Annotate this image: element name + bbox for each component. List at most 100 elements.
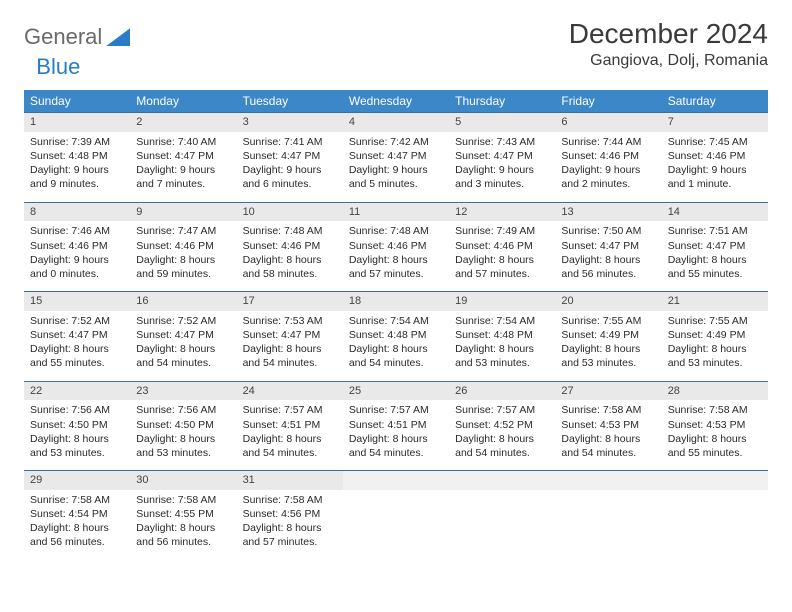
- calendar-day-cell: 9Sunrise: 7:47 AMSunset: 4:46 PMDaylight…: [130, 202, 236, 292]
- day-number: 21: [662, 291, 768, 311]
- calendar-day-cell: 10Sunrise: 7:48 AMSunset: 4:46 PMDayligh…: [237, 202, 343, 292]
- calendar-day-cell: 15Sunrise: 7:52 AMSunset: 4:47 PMDayligh…: [24, 291, 130, 381]
- day-number: 28: [662, 381, 768, 401]
- calendar-day-cell: 19Sunrise: 7:54 AMSunset: 4:48 PMDayligh…: [449, 291, 555, 381]
- sunrise-text: Sunrise: 7:41 AM: [243, 135, 337, 149]
- daylight-text2: and 57 minutes.: [455, 267, 549, 281]
- sunset-text: Sunset: 4:51 PM: [243, 418, 337, 432]
- daylight-text1: Daylight: 8 hours: [455, 342, 549, 356]
- sunrise-text: Sunrise: 7:56 AM: [30, 403, 124, 417]
- day-number: 20: [555, 291, 661, 311]
- day-number: 4: [343, 112, 449, 132]
- sunset-text: Sunset: 4:47 PM: [561, 239, 655, 253]
- day-number: 15: [24, 291, 130, 311]
- daylight-text1: Daylight: 8 hours: [136, 521, 230, 535]
- daylight-text2: and 9 minutes.: [30, 177, 124, 191]
- calendar-day-cell: [449, 470, 555, 560]
- daylight-text2: and 56 minutes.: [30, 535, 124, 549]
- calendar-day-cell: 29Sunrise: 7:58 AMSunset: 4:54 PMDayligh…: [24, 470, 130, 560]
- daylight-text2: and 54 minutes.: [349, 446, 443, 460]
- calendar-day-cell: 4Sunrise: 7:42 AMSunset: 4:47 PMDaylight…: [343, 112, 449, 202]
- sunrise-text: Sunrise: 7:44 AM: [561, 135, 655, 149]
- day-body: Sunrise: 7:56 AMSunset: 4:50 PMDaylight:…: [130, 400, 236, 470]
- calendar-day-cell: 26Sunrise: 7:57 AMSunset: 4:52 PMDayligh…: [449, 381, 555, 471]
- day-number: 7: [662, 112, 768, 132]
- day-number: 22: [24, 381, 130, 401]
- weekday-header: Monday: [130, 90, 236, 112]
- daylight-text2: and 56 minutes.: [561, 267, 655, 281]
- sunrise-text: Sunrise: 7:42 AM: [349, 135, 443, 149]
- sunset-text: Sunset: 4:53 PM: [668, 418, 762, 432]
- daylight-text1: Daylight: 8 hours: [243, 253, 337, 267]
- sunrise-text: Sunrise: 7:49 AM: [455, 224, 549, 238]
- daylight-text1: Daylight: 8 hours: [243, 342, 337, 356]
- sunrise-text: Sunrise: 7:53 AM: [243, 314, 337, 328]
- sunset-text: Sunset: 4:50 PM: [136, 418, 230, 432]
- day-number: 11: [343, 202, 449, 222]
- sunrise-text: Sunrise: 7:56 AM: [136, 403, 230, 417]
- daylight-text1: Daylight: 9 hours: [136, 163, 230, 177]
- calendar-day-cell: 5Sunrise: 7:43 AMSunset: 4:47 PMDaylight…: [449, 112, 555, 202]
- day-body: Sunrise: 7:49 AMSunset: 4:46 PMDaylight:…: [449, 221, 555, 291]
- daylight-text2: and 6 minutes.: [243, 177, 337, 191]
- calendar-day-cell: 7Sunrise: 7:45 AMSunset: 4:46 PMDaylight…: [662, 112, 768, 202]
- day-body: Sunrise: 7:39 AMSunset: 4:48 PMDaylight:…: [24, 132, 130, 202]
- calendar-day-cell: 22Sunrise: 7:56 AMSunset: 4:50 PMDayligh…: [24, 381, 130, 471]
- day-body: Sunrise: 7:55 AMSunset: 4:49 PMDaylight:…: [555, 311, 661, 381]
- sunset-text: Sunset: 4:48 PM: [30, 149, 124, 163]
- day-body: Sunrise: 7:54 AMSunset: 4:48 PMDaylight:…: [449, 311, 555, 381]
- day-body: Sunrise: 7:48 AMSunset: 4:46 PMDaylight:…: [237, 221, 343, 291]
- daylight-text1: Daylight: 9 hours: [455, 163, 549, 177]
- day-body: Sunrise: 7:55 AMSunset: 4:49 PMDaylight:…: [662, 311, 768, 381]
- sunrise-text: Sunrise: 7:39 AM: [30, 135, 124, 149]
- daylight-text2: and 59 minutes.: [136, 267, 230, 281]
- calendar-day-cell: 17Sunrise: 7:53 AMSunset: 4:47 PMDayligh…: [237, 291, 343, 381]
- day-number: [555, 470, 661, 490]
- calendar-day-cell: 12Sunrise: 7:49 AMSunset: 4:46 PMDayligh…: [449, 202, 555, 292]
- day-body: Sunrise: 7:46 AMSunset: 4:46 PMDaylight:…: [24, 221, 130, 291]
- sunrise-text: Sunrise: 7:43 AM: [455, 135, 549, 149]
- calendar-day-cell: 30Sunrise: 7:58 AMSunset: 4:55 PMDayligh…: [130, 470, 236, 560]
- sunrise-text: Sunrise: 7:52 AM: [136, 314, 230, 328]
- calendar-week-row: 15Sunrise: 7:52 AMSunset: 4:47 PMDayligh…: [24, 291, 768, 381]
- calendar-day-cell: [662, 470, 768, 560]
- daylight-text2: and 55 minutes.: [30, 356, 124, 370]
- day-body: Sunrise: 7:57 AMSunset: 4:51 PMDaylight:…: [237, 400, 343, 470]
- sunset-text: Sunset: 4:48 PM: [455, 328, 549, 342]
- day-body: Sunrise: 7:57 AMSunset: 4:52 PMDaylight:…: [449, 400, 555, 470]
- day-number: [662, 470, 768, 490]
- sunrise-text: Sunrise: 7:40 AM: [136, 135, 230, 149]
- calendar-day-cell: 27Sunrise: 7:58 AMSunset: 4:53 PMDayligh…: [555, 381, 661, 471]
- sunset-text: Sunset: 4:46 PM: [243, 239, 337, 253]
- calendar-day-cell: 6Sunrise: 7:44 AMSunset: 4:46 PMDaylight…: [555, 112, 661, 202]
- calendar-day-cell: 2Sunrise: 7:40 AMSunset: 4:47 PMDaylight…: [130, 112, 236, 202]
- daylight-text2: and 1 minute.: [668, 177, 762, 191]
- daylight-text1: Daylight: 8 hours: [668, 342, 762, 356]
- calendar-header-row: SundayMondayTuesdayWednesdayThursdayFrid…: [24, 90, 768, 112]
- day-number: 1: [24, 112, 130, 132]
- brand-logo: General: [24, 18, 130, 50]
- sunrise-text: Sunrise: 7:58 AM: [136, 493, 230, 507]
- calendar-day-cell: 8Sunrise: 7:46 AMSunset: 4:46 PMDaylight…: [24, 202, 130, 292]
- daylight-text1: Daylight: 9 hours: [668, 163, 762, 177]
- day-body: Sunrise: 7:58 AMSunset: 4:55 PMDaylight:…: [130, 490, 236, 560]
- weekday-header: Thursday: [449, 90, 555, 112]
- daylight-text1: Daylight: 8 hours: [349, 253, 443, 267]
- day-number: [343, 470, 449, 490]
- day-body: Sunrise: 7:47 AMSunset: 4:46 PMDaylight:…: [130, 221, 236, 291]
- sunset-text: Sunset: 4:51 PM: [349, 418, 443, 432]
- daylight-text2: and 54 minutes.: [561, 446, 655, 460]
- daylight-text2: and 7 minutes.: [136, 177, 230, 191]
- sunset-text: Sunset: 4:50 PM: [30, 418, 124, 432]
- sunrise-text: Sunrise: 7:58 AM: [243, 493, 337, 507]
- sunrise-text: Sunrise: 7:54 AM: [349, 314, 443, 328]
- calendar-week-row: 8Sunrise: 7:46 AMSunset: 4:46 PMDaylight…: [24, 202, 768, 292]
- day-number: 3: [237, 112, 343, 132]
- day-number: 6: [555, 112, 661, 132]
- sunrise-text: Sunrise: 7:50 AM: [561, 224, 655, 238]
- weekday-header: Saturday: [662, 90, 768, 112]
- weekday-header: Friday: [555, 90, 661, 112]
- day-body: Sunrise: 7:42 AMSunset: 4:47 PMDaylight:…: [343, 132, 449, 202]
- daylight-text1: Daylight: 9 hours: [30, 163, 124, 177]
- day-number: 16: [130, 291, 236, 311]
